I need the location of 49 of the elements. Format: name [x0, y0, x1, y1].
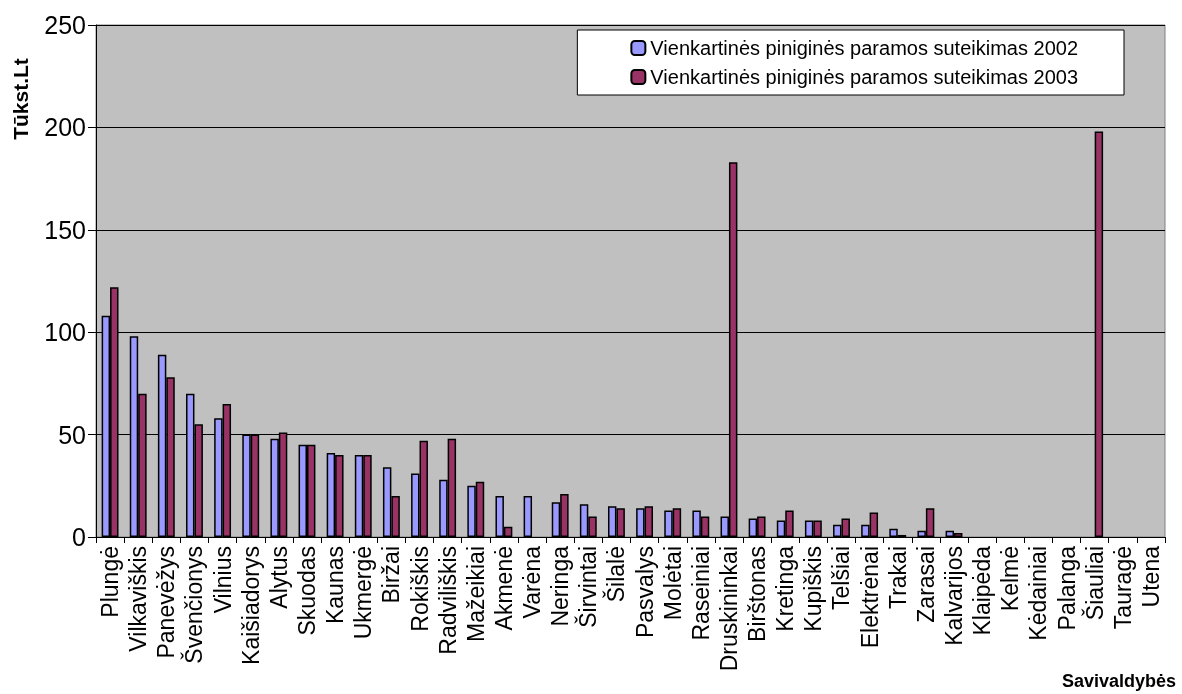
x-tick-label: Kalvarijos — [941, 546, 968, 646]
x-tick-label: Šiauliai — [1080, 546, 1108, 621]
x-tick-label: Vilnius — [209, 546, 236, 614]
x-tick-label: Kaišiadorys — [237, 546, 264, 665]
x-tick-label: Rokiškis — [406, 546, 433, 632]
x-tick-label: Utena — [1137, 545, 1164, 608]
x-tick-label: Kupiškis — [800, 546, 827, 632]
x-tick-label: Šilalė — [602, 546, 630, 603]
x-tick-label: Molėtai — [659, 546, 686, 621]
x-tick-label: Švenčionys — [180, 546, 208, 664]
x-tick-label: Trakai — [884, 546, 911, 610]
x-axis-title: Savivaldybės — [1061, 671, 1176, 691]
y-axis-title: Tūkst.Lt — [8, 58, 32, 140]
x-tick-label: Alytus — [265, 546, 292, 609]
x-tick-label: Biržai — [378, 546, 405, 604]
y-tick-label: 0 — [72, 523, 86, 551]
bar — [523, 496, 533, 537]
x-tick-label: Zarasai — [912, 546, 939, 623]
x-tick-label: Neringa — [547, 545, 574, 627]
x-tick-label: Kėdainiai — [1025, 546, 1052, 641]
x-tick-label: Radviliškis — [434, 546, 461, 655]
y-tick-label: 150 — [44, 215, 86, 244]
x-tick-label: Druskininkai — [715, 546, 742, 672]
x-tick-label: Klaipėda — [969, 545, 996, 636]
x-tick-label: Varėna — [519, 545, 546, 619]
x-tick-label: Kretinga — [772, 545, 799, 632]
legend-label: Vienkartinės piniginės paramos suteikimas 2003 — [650, 66, 1079, 88]
x-tick-label: Panevėžys — [153, 546, 180, 659]
x-tick-label: Palanga — [1053, 545, 1080, 631]
x-tick-label: Plungė — [97, 546, 124, 618]
x-tick-label: Skuodas — [293, 546, 320, 636]
x-tick-label: Kaunas — [322, 546, 349, 625]
x-tick-label: Birštonas — [744, 546, 771, 642]
x-tick-label: Vilkaviškis — [125, 546, 152, 652]
x-tick-label: Telšiai — [828, 546, 855, 610]
x-tick-label: Širvintai — [574, 546, 602, 628]
y-tick-label: 250 — [44, 11, 86, 39]
legend-label: Vienkartinės piniginės paramos suteikimas 2002 — [650, 37, 1079, 59]
x-tick-label: Pasvalys — [631, 546, 658, 639]
x-tick-label: Kelmė — [997, 546, 1024, 612]
x-tick-label: Elektrėnai — [856, 546, 883, 649]
x-tick-label: Tauragė — [1109, 546, 1136, 630]
x-tick-label: Ukmergė — [350, 546, 377, 640]
x-tick-label: Mažeikiai — [462, 546, 489, 642]
y-tick-label: 200 — [44, 113, 86, 142]
x-tick-label: Raseiniai — [687, 546, 714, 641]
y-tick-label: 50 — [58, 420, 86, 449]
y-tick-label: 100 — [44, 318, 86, 347]
x-tick-label: Akmenė — [490, 546, 517, 631]
